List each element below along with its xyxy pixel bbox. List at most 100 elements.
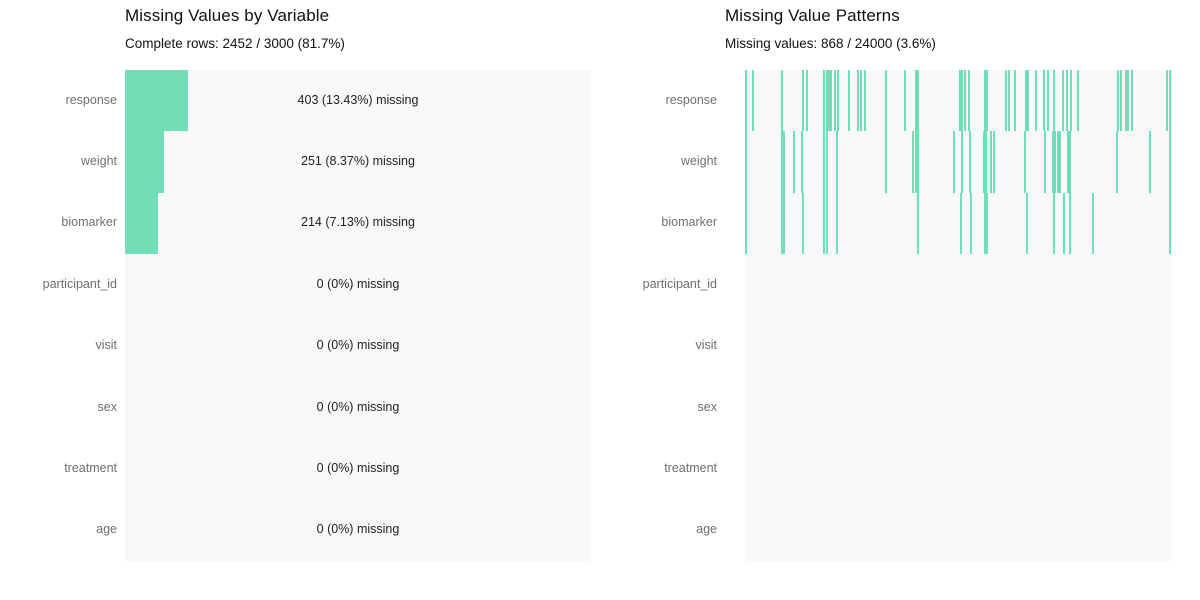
- missing-stripe-weight: [1148, 131, 1151, 193]
- missing-stripe-response: [837, 70, 840, 132]
- missing-stripe-response: [1008, 70, 1011, 132]
- missing-stripe-response: [1120, 70, 1123, 132]
- missing-bar-response: [125, 70, 188, 132]
- missing-stripe-response: [1130, 70, 1133, 132]
- missing-stripe-weight: [835, 131, 838, 193]
- missing-stripe-biomarker: [825, 192, 828, 255]
- right-panel-title: Missing Value Patterns: [725, 6, 900, 25]
- missing-count-annotation-response: 403 (13.43%) missing: [297, 92, 419, 107]
- missing-count-annotation-age: 0 (0%) missing: [316, 522, 400, 537]
- y-tick-label-visit: visit: [695, 338, 717, 353]
- y-tick-label-treatment: treatment: [664, 460, 717, 475]
- missing-stripe-response: [903, 70, 906, 132]
- missing-stripe-response: [833, 70, 836, 132]
- missing-stripe-weight: [914, 131, 919, 193]
- missing-stripe-weight: [745, 131, 748, 193]
- missing-stripe-response: [830, 70, 833, 132]
- missing-stripe-weight: [1067, 131, 1070, 193]
- missing-stripe-biomarker: [1053, 192, 1056, 255]
- missing-stripe-biomarker: [1169, 192, 1172, 255]
- missing-stripe-weight: [961, 131, 964, 193]
- y-tick-label-participant_id: participant_id: [42, 276, 117, 291]
- missing-stripe-response: [752, 70, 755, 132]
- missing-stripe-weight: [823, 131, 826, 193]
- missing-stripe-biomarker: [984, 192, 989, 255]
- missing-stripe-weight: [1058, 131, 1061, 193]
- missing-stripe-weight: [983, 131, 988, 193]
- missing-stripe-response: [1034, 70, 1037, 132]
- missing-stripe-response: [885, 70, 888, 132]
- missing-stripe-biomarker: [959, 192, 962, 255]
- missing-stripe-weight: [1023, 131, 1026, 193]
- missing-stripe-response: [823, 70, 826, 132]
- missing-stripe-response: [1165, 70, 1168, 132]
- missing-stripe-weight: [1054, 131, 1057, 193]
- missing-stripe-weight: [911, 131, 914, 193]
- missing-count-annotation-treatment: 0 (0%) missing: [316, 460, 400, 475]
- missing-stripe-weight: [990, 131, 993, 193]
- missing-stripe-weight: [800, 131, 803, 193]
- y-tick-label-age: age: [696, 522, 717, 537]
- missing-stripe-biomarker: [1091, 192, 1094, 255]
- missing-stripe-response: [1052, 70, 1055, 132]
- missing-stripe-weight: [992, 131, 995, 193]
- missing-stripe-biomarker: [823, 192, 826, 255]
- missing-stripe-response: [1076, 70, 1079, 132]
- missing-stripe-response: [1069, 70, 1072, 132]
- missing-stripe-biomarker: [835, 192, 838, 255]
- y-tick-label-visit: visit: [95, 338, 117, 353]
- missing-bar-plot-area: 403 (13.43%) missing 251 (8.37%) missing 2…: [125, 70, 591, 561]
- left-panel-title: Missing Values by Variable: [125, 6, 330, 25]
- y-tick-label-biomarker: biomarker: [61, 215, 117, 230]
- missing-stripe-response: [958, 70, 961, 132]
- y-tick-label-weight: weight: [80, 154, 117, 169]
- y-tick-label-biomarker: biomarker: [661, 215, 717, 230]
- missing-stripe-response: [806, 70, 809, 132]
- missing-stripe-response: [1116, 70, 1119, 132]
- missing-stripe-biomarker: [970, 192, 973, 255]
- missing-count-annotation-participant_id: 0 (0%) missing: [316, 276, 400, 291]
- missing-stripe-weight: [1116, 131, 1119, 193]
- missing-stripe-biomarker: [916, 192, 919, 255]
- missing-stripe-response: [983, 70, 988, 132]
- missing-stripe-response: [745, 70, 748, 132]
- missing-stripe-response: [801, 70, 804, 132]
- missing-stripe-biomarker: [1062, 192, 1065, 255]
- missing-stripe-weight: [885, 131, 888, 193]
- missing-stripe-response: [860, 70, 863, 132]
- missing-stripe-weight: [826, 131, 829, 193]
- missing-count-annotation-visit: 0 (0%) missing: [316, 338, 400, 353]
- missing-count-annotation-weight: 251 (8.37%) missing: [301, 154, 415, 169]
- missing-stripe-weight: [953, 131, 956, 193]
- missing-stripe-weight: [1056, 131, 1059, 193]
- missing-stripe-weight: [1043, 131, 1046, 193]
- missing-stripe-response: [1125, 70, 1130, 132]
- y-tick-label-response: response: [65, 92, 117, 107]
- missing-count-annotation-biomarker: 214 (7.13%) missing: [301, 215, 415, 230]
- y-tick-label-weight: weight: [680, 154, 717, 169]
- y-tick-label-age: age: [96, 522, 117, 537]
- right-panel-subtitle: Missing values: 868 / 24000 (3.6%): [725, 36, 936, 51]
- missing-stripe-response: [856, 70, 859, 132]
- missing-stripe-biomarker: [782, 192, 785, 255]
- missing-stripe-response: [914, 70, 919, 132]
- missing-stripe-response: [963, 70, 966, 132]
- y-tick-label-participant_id: participant_id: [642, 276, 717, 291]
- missing-stripe-response: [1043, 70, 1046, 132]
- missing-stripe-biomarker: [745, 192, 748, 255]
- missing-stripe-weight: [1169, 131, 1172, 193]
- missing-stripe-biomarker: [1025, 192, 1028, 255]
- right-y-axis-labels: response weight biomarker participant_id vis…: [600, 70, 717, 561]
- missing-stripe-response: [848, 70, 851, 132]
- left-panel-subtitle: Complete rows: 2452 / 3000 (81.7%): [125, 36, 345, 51]
- y-tick-label-sex: sex: [697, 399, 717, 414]
- missing-stripe-weight: [792, 131, 795, 193]
- missing-pattern-plot-area: [745, 70, 1172, 561]
- missing-stripe-response: [864, 70, 867, 132]
- missing-stripe-weight: [969, 131, 972, 193]
- missing-stripe-weight: [1069, 131, 1072, 193]
- y-tick-label-sex: sex: [97, 399, 117, 414]
- missing-stripe-response: [1065, 70, 1068, 132]
